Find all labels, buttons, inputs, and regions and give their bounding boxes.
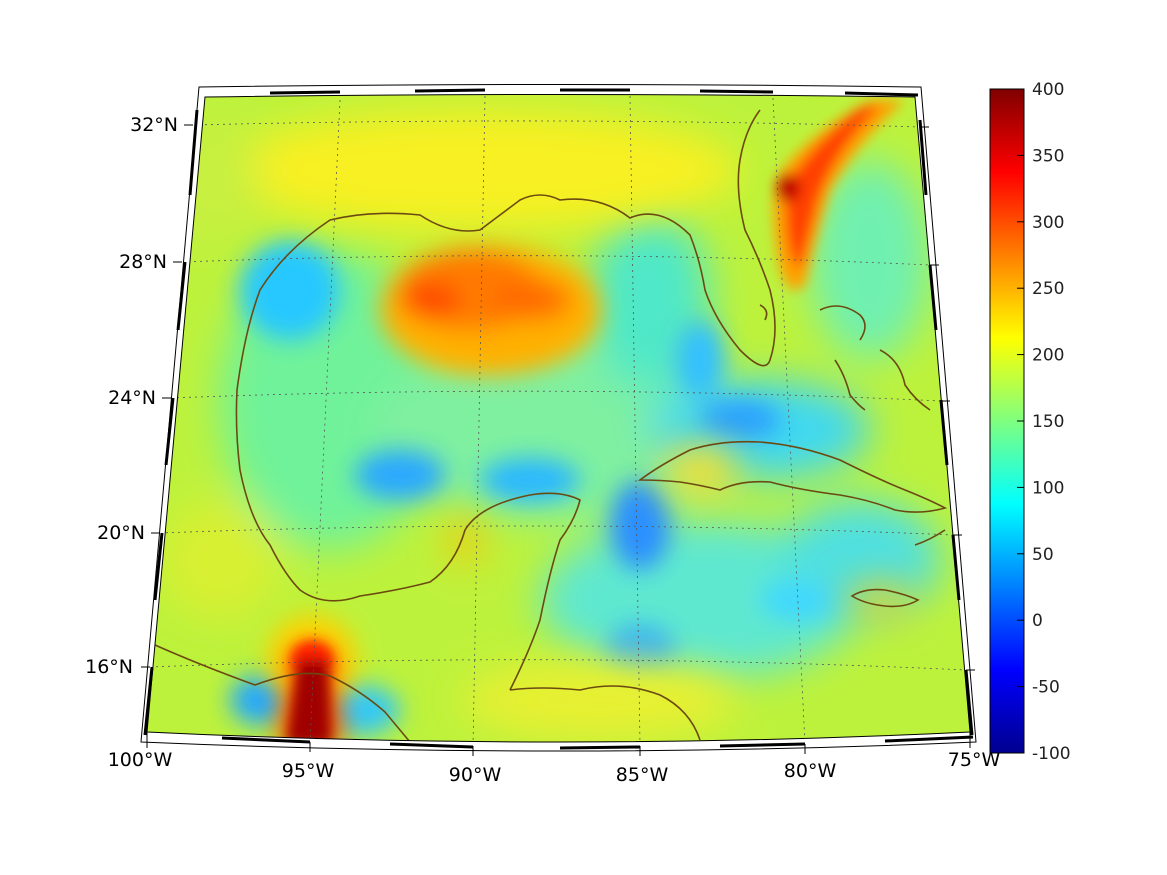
lat-label-20: 20°N xyxy=(97,522,145,544)
lon-label-85: 85°W xyxy=(616,764,669,786)
data-field xyxy=(147,94,970,742)
lon-label-90: 90°W xyxy=(449,764,502,786)
lat-labels: 32°N 28°N 24°N 20°N 16°N xyxy=(85,114,178,678)
lon-labels: 100°W 95°W 90°W 85°W 80°W 75°W xyxy=(108,749,1001,786)
colorbar-label-100: 100 xyxy=(1032,478,1064,498)
lat-label-16: 16°N xyxy=(85,656,133,678)
lon-label-75: 75°W xyxy=(948,749,1001,771)
lon-label-100: 100°W xyxy=(108,749,173,771)
colorbar-label-50: 50 xyxy=(1032,545,1054,565)
north-central-gulf-maximum xyxy=(380,245,600,375)
lon-label-80: 80°W xyxy=(784,760,837,782)
colorbar-label-250: 250 xyxy=(1032,279,1064,299)
colorbar-label-200: 200 xyxy=(1032,346,1064,366)
colorbar-labels: 400 350 300 250 200 150 100 50 0 -50 -10… xyxy=(1032,80,1071,764)
lon-label-95: 95°W xyxy=(282,760,335,782)
colorbar-label-150: 150 xyxy=(1032,412,1064,432)
map-frame xyxy=(140,84,977,756)
lat-label-28: 28°N xyxy=(119,251,167,273)
lat-label-24: 24°N xyxy=(108,387,156,409)
gulf-stream-off-florida xyxy=(773,100,905,290)
colorbar-label-minus100: -100 xyxy=(1032,744,1071,764)
coastlines xyxy=(154,109,948,742)
colorbar-label-350: 350 xyxy=(1032,146,1064,166)
lat-label-32: 32°N xyxy=(130,114,178,136)
colorbar-label-300: 300 xyxy=(1032,213,1064,233)
colorbar-label-0: 0 xyxy=(1032,611,1043,631)
graticule xyxy=(149,95,967,742)
colorbar-label-minus50: -50 xyxy=(1032,678,1060,698)
isthmus-of-tehuantepec-maximum xyxy=(267,615,357,742)
colorbar-label-400: 400 xyxy=(1032,80,1064,100)
colorbar-ticks xyxy=(1017,88,1024,754)
colorbar: 400 350 300 250 200 150 100 50 0 -50 -10… xyxy=(989,80,1071,764)
